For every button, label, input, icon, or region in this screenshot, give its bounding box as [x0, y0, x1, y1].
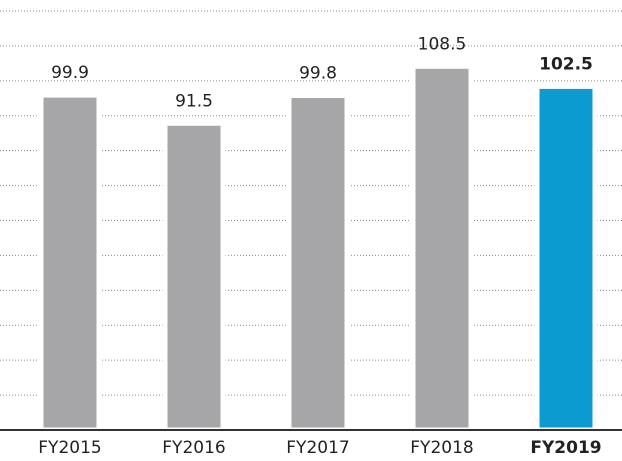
value-label: 102.5 — [539, 54, 593, 74]
value-label: 99.8 — [299, 63, 337, 83]
value-label: 99.9 — [51, 63, 89, 83]
x-tick-label: FY2019 — [530, 438, 601, 458]
bar — [534, 83, 598, 433]
bar — [410, 63, 474, 433]
x-tick-label: FY2016 — [162, 438, 225, 458]
x-tick-label: FY2018 — [410, 438, 473, 458]
x-tick-label: FY2017 — [286, 438, 349, 458]
x-tick-label: FY2015 — [38, 438, 101, 458]
value-label: 91.5 — [175, 91, 213, 111]
value-label: 108.5 — [418, 34, 467, 54]
bar — [286, 92, 350, 433]
bar — [162, 120, 226, 433]
bar — [38, 92, 102, 433]
